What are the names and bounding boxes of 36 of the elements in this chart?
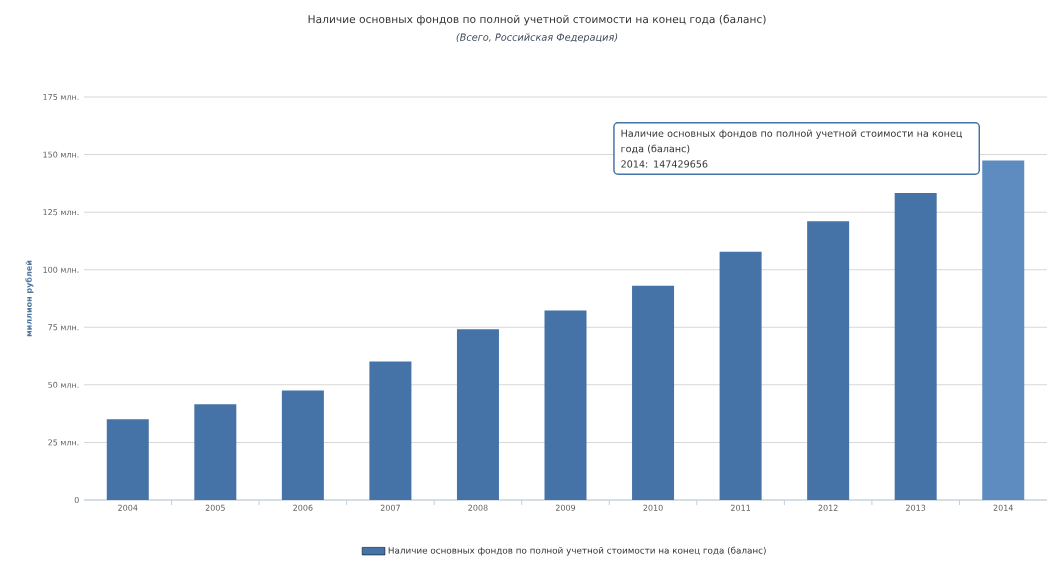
x-tick-label: 2012	[818, 504, 838, 511]
y-tick-label: 0	[74, 496, 79, 504]
y-tick-label: 50 млн.	[48, 381, 79, 388]
bar	[456, 329, 499, 500]
annotation: Наличие основных фондов по полной учетной стоимости на конец года (баланс)	[621, 129, 962, 154]
legend-label: Наличие основных фондов по полной учетной стоимости на конец года (баланс)	[388, 546, 766, 556]
bar	[807, 221, 850, 500]
chart-subtitle: (Всего, Российская Федерация)	[456, 33, 618, 43]
bar	[544, 310, 587, 500]
x-tick-label: 2008	[468, 504, 488, 511]
y-tick-label: 25 млн.	[48, 439, 79, 446]
x-tick-label: 2006	[293, 504, 313, 511]
y-tick-label: 100 млн.	[43, 266, 79, 273]
bar	[632, 285, 675, 500]
x-tick-label: 2013	[906, 504, 926, 511]
x-tick-label: 2014	[993, 504, 1013, 511]
bar	[369, 361, 412, 500]
bar	[982, 160, 1025, 500]
x-tick-label: 2004	[118, 504, 138, 511]
x-tick-label: 2011	[731, 504, 751, 511]
x-tick-label: 2010	[643, 504, 663, 511]
bar	[194, 404, 237, 500]
bar	[106, 419, 149, 500]
bar	[894, 193, 937, 500]
y-axis-title: миллион рублей	[25, 260, 34, 337]
x-tick-label: 2007	[380, 504, 400, 511]
x-tick-label: 2005	[205, 504, 225, 511]
bar	[719, 251, 762, 500]
y-tick-label: 75 млн.	[48, 324, 79, 331]
chart-title: Наличие основных фондов по полной учетной стоимости на конец года (баланс)	[308, 14, 766, 26]
bar	[281, 390, 324, 500]
annotation: 2014: 147429656	[621, 160, 708, 168]
y-tick-label: 150 млн.	[43, 151, 79, 158]
y-tick-label: 125 млн.	[43, 209, 79, 216]
y-tick-label: 175 млн.	[43, 94, 79, 100]
x-tick-label: 2009	[555, 504, 576, 511]
